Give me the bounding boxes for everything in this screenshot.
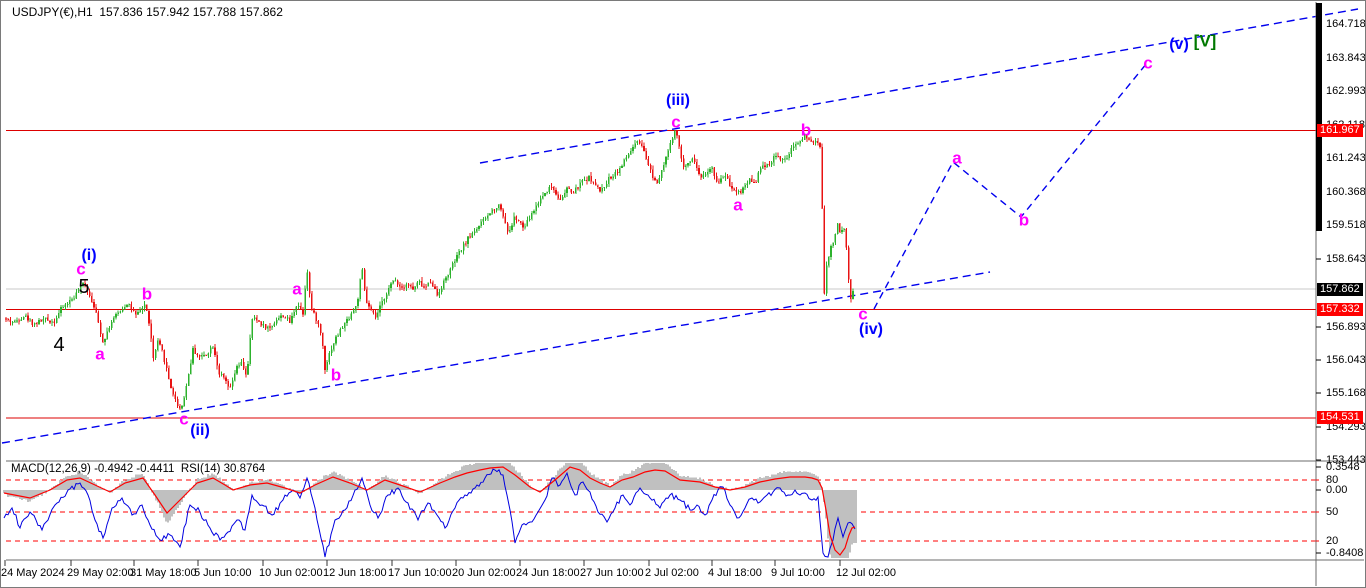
time-axis-label: 10 Jun 02:00: [259, 567, 323, 579]
time-axis-label: 31 May 18:00: [130, 567, 197, 579]
time-axis-label: 24 May 2024: [1, 567, 65, 579]
wave-label-c[interactable]: c: [671, 112, 681, 132]
sr-price-marker: 161.967: [1317, 124, 1363, 137]
chart-title-ohlc: USDJPY(€),H1 157.836 157.942 157.788 157…: [12, 5, 283, 19]
price-axis-label: 155.168: [1326, 387, 1366, 399]
rsi-line: [3, 468, 856, 558]
time-axis-label: 12 Jul 02:00: [836, 567, 896, 579]
wave-label-b[interactable]: b: [141, 284, 153, 304]
indicator-axis-label: 0.3548: [1326, 461, 1360, 473]
current-price-marker: 157.862: [1317, 283, 1363, 296]
time-axis-label: 9 Jul 10:00: [771, 567, 825, 579]
wave-label-iii[interactable]: (iii): [666, 92, 690, 109]
time-axis-label: 29 May 02:00: [67, 567, 134, 579]
bull-candle-bodies: [11, 131, 854, 409]
wave-label-ii[interactable]: (ii): [190, 422, 210, 439]
wave-label-c[interactable]: c: [858, 304, 868, 324]
price-axis-label: 161.243: [1326, 152, 1366, 164]
trendline-lower-channel[interactable]: [1, 271, 991, 444]
time-axis-label: 17 Jun 10:00: [388, 567, 452, 579]
price-axis-label: 164.718: [1326, 18, 1366, 30]
indicator-axis-label: 80: [1326, 474, 1339, 486]
bear-candle-wicks: [5, 130, 852, 411]
wave-label-a[interactable]: a: [733, 195, 743, 215]
wave-label-a[interactable]: a: [952, 148, 962, 168]
bear-candle-bodies: [5, 131, 852, 409]
price-axis-label: 163.843: [1326, 52, 1366, 64]
wave-label-c[interactable]: c: [1143, 53, 1153, 73]
wave-label-5[interactable]: 5: [78, 276, 90, 298]
price-axis-label: 159.518: [1326, 219, 1366, 231]
time-axis-label: 20 Jun 02:00: [452, 567, 516, 579]
wave-label-c[interactable]: c: [179, 409, 189, 429]
wave-label-a[interactable]: a: [95, 344, 105, 364]
price-axis-label: 158.643: [1326, 253, 1366, 265]
price-axis-label: 160.368: [1326, 186, 1366, 198]
price-axis-label: 156.043: [1326, 354, 1366, 366]
sr-price-marker: 157.332: [1317, 303, 1363, 316]
indicator-axis-label: 50: [1326, 506, 1339, 518]
time-axis-label: 5 Jun 10:00: [194, 567, 252, 579]
wave-label-b[interactable]: b: [330, 365, 342, 385]
time-axis-label: 4 Jul 18:00: [708, 567, 762, 579]
indicator-axis-label: -0.8408: [1326, 547, 1364, 559]
wave-label-b[interactable]: b: [1018, 210, 1030, 230]
time-axis-label: 27 Jun 10:00: [580, 567, 644, 579]
wave-label-i[interactable]: (i): [81, 247, 97, 264]
time-axis-label: 24 Jun 18:00: [516, 567, 580, 579]
wave-label-b[interactable]: b: [800, 120, 812, 140]
macd-histogram: [3, 463, 857, 558]
wave-label-c[interactable]: c: [76, 259, 86, 279]
macd-signal-line: [3, 466, 856, 556]
price-axis-label: 156.893: [1326, 321, 1366, 333]
wave-label-iv[interactable]: (iv): [859, 321, 883, 338]
wave-label-a[interactable]: a: [292, 279, 302, 299]
wave-projection-path[interactable]: [873, 62, 1148, 310]
axis-black-bar: [1316, 3, 1322, 231]
time-axis-label: 2 Jul 02:00: [645, 567, 699, 579]
trendline-upper-channel[interactable]: [479, 8, 1359, 164]
wave-label-v[interactable]: (v): [1169, 36, 1189, 53]
indicator-axis-label: 20: [1326, 535, 1339, 547]
wave-label-4[interactable]: 4: [53, 334, 65, 356]
sr-price-marker: 154.531: [1317, 411, 1363, 424]
price-axis-label: 162.993: [1326, 85, 1366, 97]
bull-candle-wicks: [12, 130, 854, 410]
time-axis-label: 12 Jun 18:00: [323, 567, 387, 579]
wave-label-V[interactable]: [V]: [1193, 31, 1217, 51]
price-axis-label: 153.443: [1326, 454, 1366, 466]
macd-rsi-indicator-label: MACD(12,26,9) -0.4942 -0.4411 RSI(14) 30…: [11, 463, 266, 475]
indicator-axis-label: 0.00: [1326, 484, 1348, 496]
price-axis-label: 154.293: [1326, 421, 1366, 433]
